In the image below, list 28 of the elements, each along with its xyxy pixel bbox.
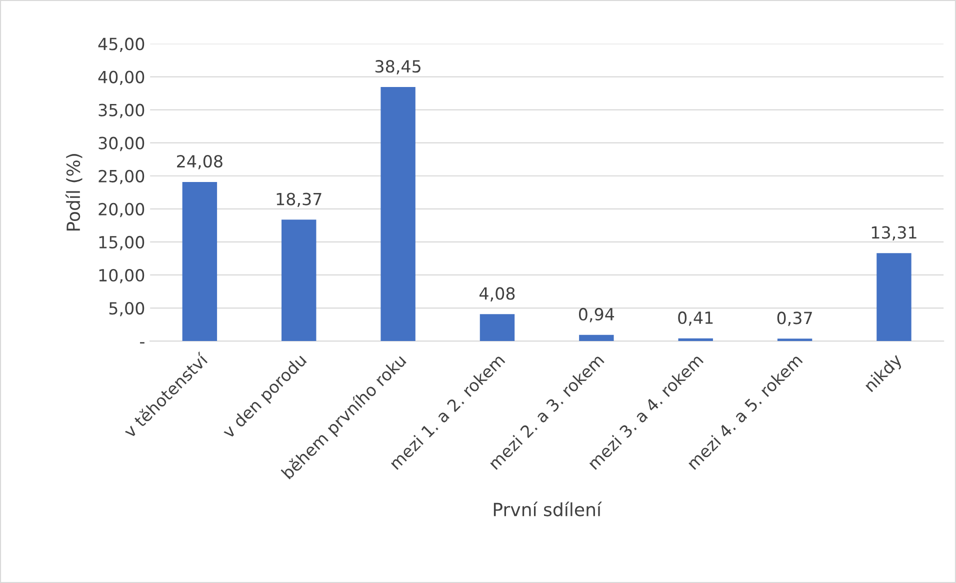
data-label: 38,45 bbox=[375, 60, 420, 74]
bar bbox=[777, 338, 812, 342]
data-label: 18,37 bbox=[276, 192, 322, 208]
y-tick-label: 15,00 bbox=[99, 236, 144, 250]
data-label: 24,08 bbox=[177, 155, 222, 170]
data-label: 13,31 bbox=[872, 226, 916, 240]
y-tick-label: 10,00 bbox=[99, 268, 144, 284]
y-axis-title: Podíl (%) bbox=[65, 154, 82, 230]
bar bbox=[480, 314, 515, 342]
y-tick-label: 5,00 bbox=[109, 302, 144, 316]
data-label: 4,08 bbox=[480, 287, 515, 302]
data-label: 0,37 bbox=[777, 312, 812, 326]
bar bbox=[182, 182, 218, 342]
y-tick-label: 35,00 bbox=[98, 104, 144, 118]
data-label: 0,41 bbox=[678, 311, 713, 326]
y-tick-label: - bbox=[140, 342, 144, 344]
y-tick-label: 25,00 bbox=[98, 170, 144, 184]
y-tick-label: 40,00 bbox=[98, 70, 144, 86]
bar bbox=[380, 87, 416, 342]
y-tick-label: 30,00 bbox=[98, 136, 144, 152]
y-tick-label: 20,00 bbox=[98, 202, 144, 218]
bar bbox=[876, 253, 912, 342]
bar bbox=[282, 220, 316, 342]
bar bbox=[579, 334, 614, 342]
data-label: 0,94 bbox=[578, 308, 614, 322]
x-axis-title: První sdílení bbox=[494, 502, 602, 516]
y-tick-label: 45,00 bbox=[98, 38, 144, 52]
bar bbox=[678, 338, 713, 342]
